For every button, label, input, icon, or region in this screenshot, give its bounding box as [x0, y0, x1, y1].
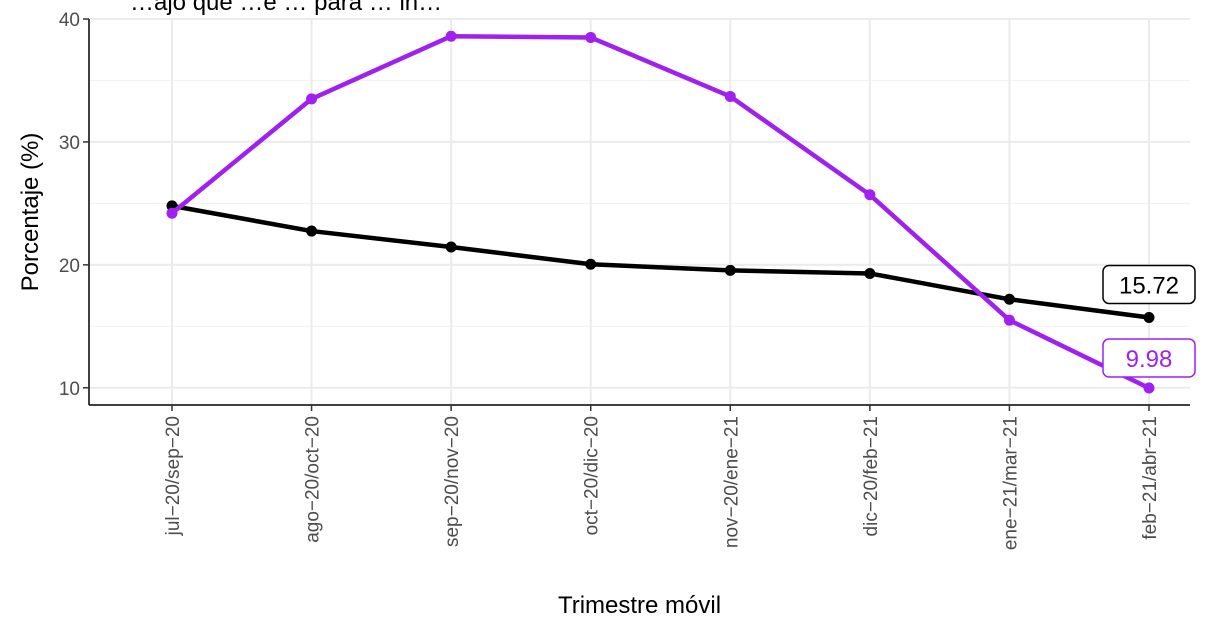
x-tick-label: oct−20/dic−20 — [582, 416, 603, 535]
y-tick-label: 20 — [59, 256, 80, 277]
end-label-box — [1102, 338, 1196, 378]
plot-panel — [89, 19, 1190, 405]
end-labels: 15.72 9.98 — [1102, 264, 1196, 378]
x-tick-label: ene−21/mar−21 — [1000, 416, 1021, 550]
x-axis-title: Trimestre móvil — [558, 592, 721, 619]
x-tick-label: dic−20/feb−21 — [861, 416, 882, 536]
data-point — [724, 90, 736, 102]
y-tick-label: 10 — [59, 379, 80, 400]
minor-gridlines — [89, 79, 1190, 327]
data-point — [445, 30, 457, 42]
x-tick-label: nov−20/ene−21 — [721, 416, 742, 548]
data-point — [445, 241, 457, 253]
end-label-box — [1102, 264, 1196, 305]
y-tick-label: 40 — [59, 10, 80, 31]
data-point — [724, 264, 736, 276]
data-point — [1143, 311, 1155, 323]
x-tick-label: sep−20/nov−20 — [442, 416, 463, 547]
series-line-1 — [169, 203, 1152, 320]
y-axis-ticks: 10 20 30 40 — [59, 10, 89, 400]
major-gridlines — [89, 18, 1190, 405]
series-layer — [166, 30, 1155, 394]
data-point — [306, 93, 318, 105]
data-point — [1003, 293, 1015, 305]
x-tick-label: feb−21/abr−21 — [1140, 416, 1161, 540]
y-axis-title: Porcentaje (%) — [17, 133, 44, 292]
data-point — [1003, 314, 1015, 326]
data-point — [585, 258, 597, 270]
data-point — [166, 207, 178, 219]
end-label: 15.72 — [1119, 272, 1179, 299]
data-point — [864, 267, 876, 279]
x-tick-label: jul−20/sep−20 — [163, 416, 184, 536]
data-point — [585, 31, 597, 43]
y-tick-label: 30 — [59, 133, 80, 154]
series-line-2 — [169, 33, 1152, 391]
axes — [88, 19, 1190, 406]
data-point — [864, 189, 876, 201]
data-point — [1143, 382, 1155, 394]
end-label: 9.98 — [1126, 346, 1173, 373]
chart-title: …ajo que …e … para … in… — [130, 0, 442, 16]
x-axis-ticks: jul−20/sep−20 ago−20/oct−20 sep−20/nov−20 o… — [163, 405, 1161, 550]
x-tick-label: ago−20/oct−20 — [303, 416, 324, 543]
data-point — [306, 225, 318, 237]
